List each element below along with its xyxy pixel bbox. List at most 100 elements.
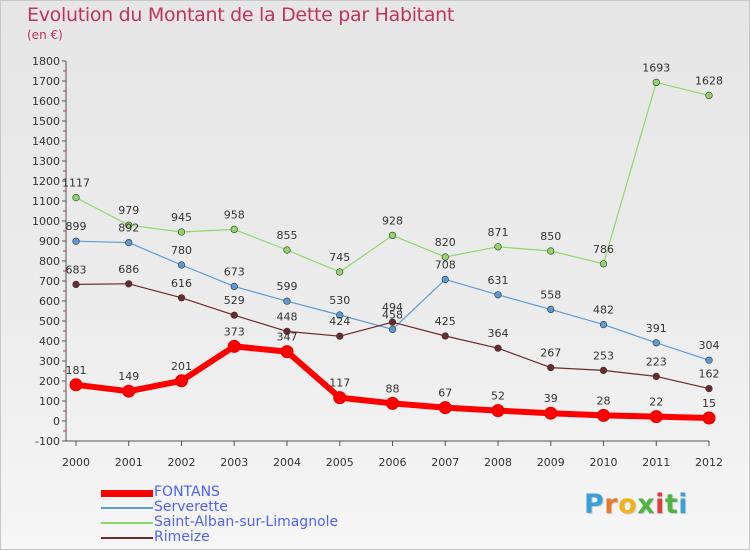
data-label: 391 (646, 322, 667, 335)
y-tick-label: 1300 (32, 155, 60, 168)
x-tick-label: 2004 (273, 456, 301, 469)
legend-item: Serverette (101, 499, 421, 515)
data-label: 686 (118, 263, 139, 276)
y-tick-label: 800 (39, 255, 60, 268)
data-point (230, 225, 238, 233)
data-point (441, 253, 449, 261)
data-label: 1117 (62, 177, 90, 190)
data-point (72, 280, 80, 289)
chart-title: Evolution du Montant de la Dette par Hab… (27, 4, 455, 26)
data-label: 928 (382, 214, 403, 227)
data-label: 117 (329, 377, 350, 390)
data-point (547, 305, 555, 314)
data-label: 945 (171, 211, 192, 224)
x-tick-label: 2006 (379, 456, 407, 469)
data-label: 673 (224, 265, 245, 278)
y-tick-label: 1000 (32, 215, 60, 228)
data-point (652, 372, 660, 381)
data-point (177, 294, 186, 302)
x-tick-label: 2003 (220, 456, 248, 469)
legend-label: Serverette (154, 499, 228, 515)
data-label: 529 (224, 294, 245, 307)
data-point (177, 228, 186, 236)
data-point (336, 268, 344, 276)
y-tick-label: 300 (39, 355, 60, 368)
legend-swatch (101, 522, 153, 524)
data-point (386, 396, 399, 410)
data-point (599, 321, 608, 329)
data-point (599, 260, 608, 268)
x-tick-label: 2009 (537, 456, 565, 469)
y-tick-label: 1600 (32, 95, 60, 108)
data-point (125, 221, 133, 229)
y-tick-label: 100 (39, 395, 60, 408)
x-tick-label: 2000 (62, 456, 90, 469)
data-label: 267 (540, 347, 561, 360)
y-tick-label: 700 (39, 275, 60, 288)
data-point (438, 401, 452, 415)
x-tick-label: 2011 (642, 456, 670, 469)
chart-legend: FONTANS Serverette Saint-Alban-sur-Limagno… (101, 484, 421, 545)
data-label: 708 (435, 258, 456, 271)
y-tick-label: 600 (39, 295, 60, 308)
logo-letter: o (618, 489, 638, 520)
series-line-Rimeize (75, 283, 710, 390)
data-point (547, 247, 555, 255)
data-point (388, 318, 397, 326)
data-label: 424 (329, 315, 350, 328)
data-point (388, 325, 397, 334)
data-point (705, 91, 713, 99)
data-label: 871 (488, 226, 509, 239)
data-point (336, 311, 344, 319)
data-point (175, 374, 188, 388)
data-label: 52 (491, 390, 505, 403)
x-tick-label: 2012 (695, 456, 723, 469)
data-label: 28 (597, 394, 611, 407)
data-label: 304 (699, 339, 720, 352)
y-tick-label: 1700 (32, 75, 60, 88)
logo-letter: x (637, 489, 656, 520)
data-point (69, 378, 83, 392)
x-tick-label: 2005 (326, 456, 354, 469)
chart-subtitle: (en €) (27, 28, 63, 42)
data-label: 223 (646, 355, 667, 368)
data-label: 745 (329, 251, 350, 264)
data-label: 820 (435, 236, 456, 249)
y-tick-label: 1400 (32, 135, 60, 148)
data-point (230, 311, 238, 319)
data-point (494, 243, 502, 251)
data-point (597, 408, 610, 422)
y-tick-label: 900 (39, 235, 60, 248)
data-label: 425 (435, 315, 456, 328)
legend-label: FONTANS (154, 484, 220, 500)
data-point (494, 344, 502, 352)
logo-letter: i (655, 489, 665, 520)
data-point (122, 384, 136, 398)
chart-series (69, 78, 716, 425)
logo-letter: i (678, 489, 689, 520)
legend-label: Rimeize (154, 529, 210, 545)
data-point (177, 261, 186, 269)
data-label: 482 (593, 304, 614, 317)
data-point (705, 385, 713, 393)
data-point (125, 239, 133, 247)
data-label: 181 (66, 364, 87, 377)
data-point (72, 194, 80, 202)
data-label: 683 (66, 263, 87, 276)
data-point (702, 411, 716, 425)
data-label: 530 (329, 294, 350, 307)
data-label: 558 (540, 288, 561, 301)
logo-letter: r (604, 489, 619, 520)
chart-data-labels: 181 149 201 373 347 117 88 67 52 39 28 22 15 899 892 78… (62, 61, 723, 410)
legend-swatch (101, 489, 153, 497)
data-point (494, 291, 502, 299)
legend-swatch (101, 537, 153, 539)
data-label: 1628 (695, 74, 723, 87)
data-label: 201 (171, 360, 192, 373)
x-tick-label: 2007 (431, 456, 459, 469)
data-point (649, 410, 663, 424)
data-label: 780 (171, 244, 192, 257)
data-label: 149 (118, 370, 139, 383)
data-label: 1693 (642, 61, 670, 74)
